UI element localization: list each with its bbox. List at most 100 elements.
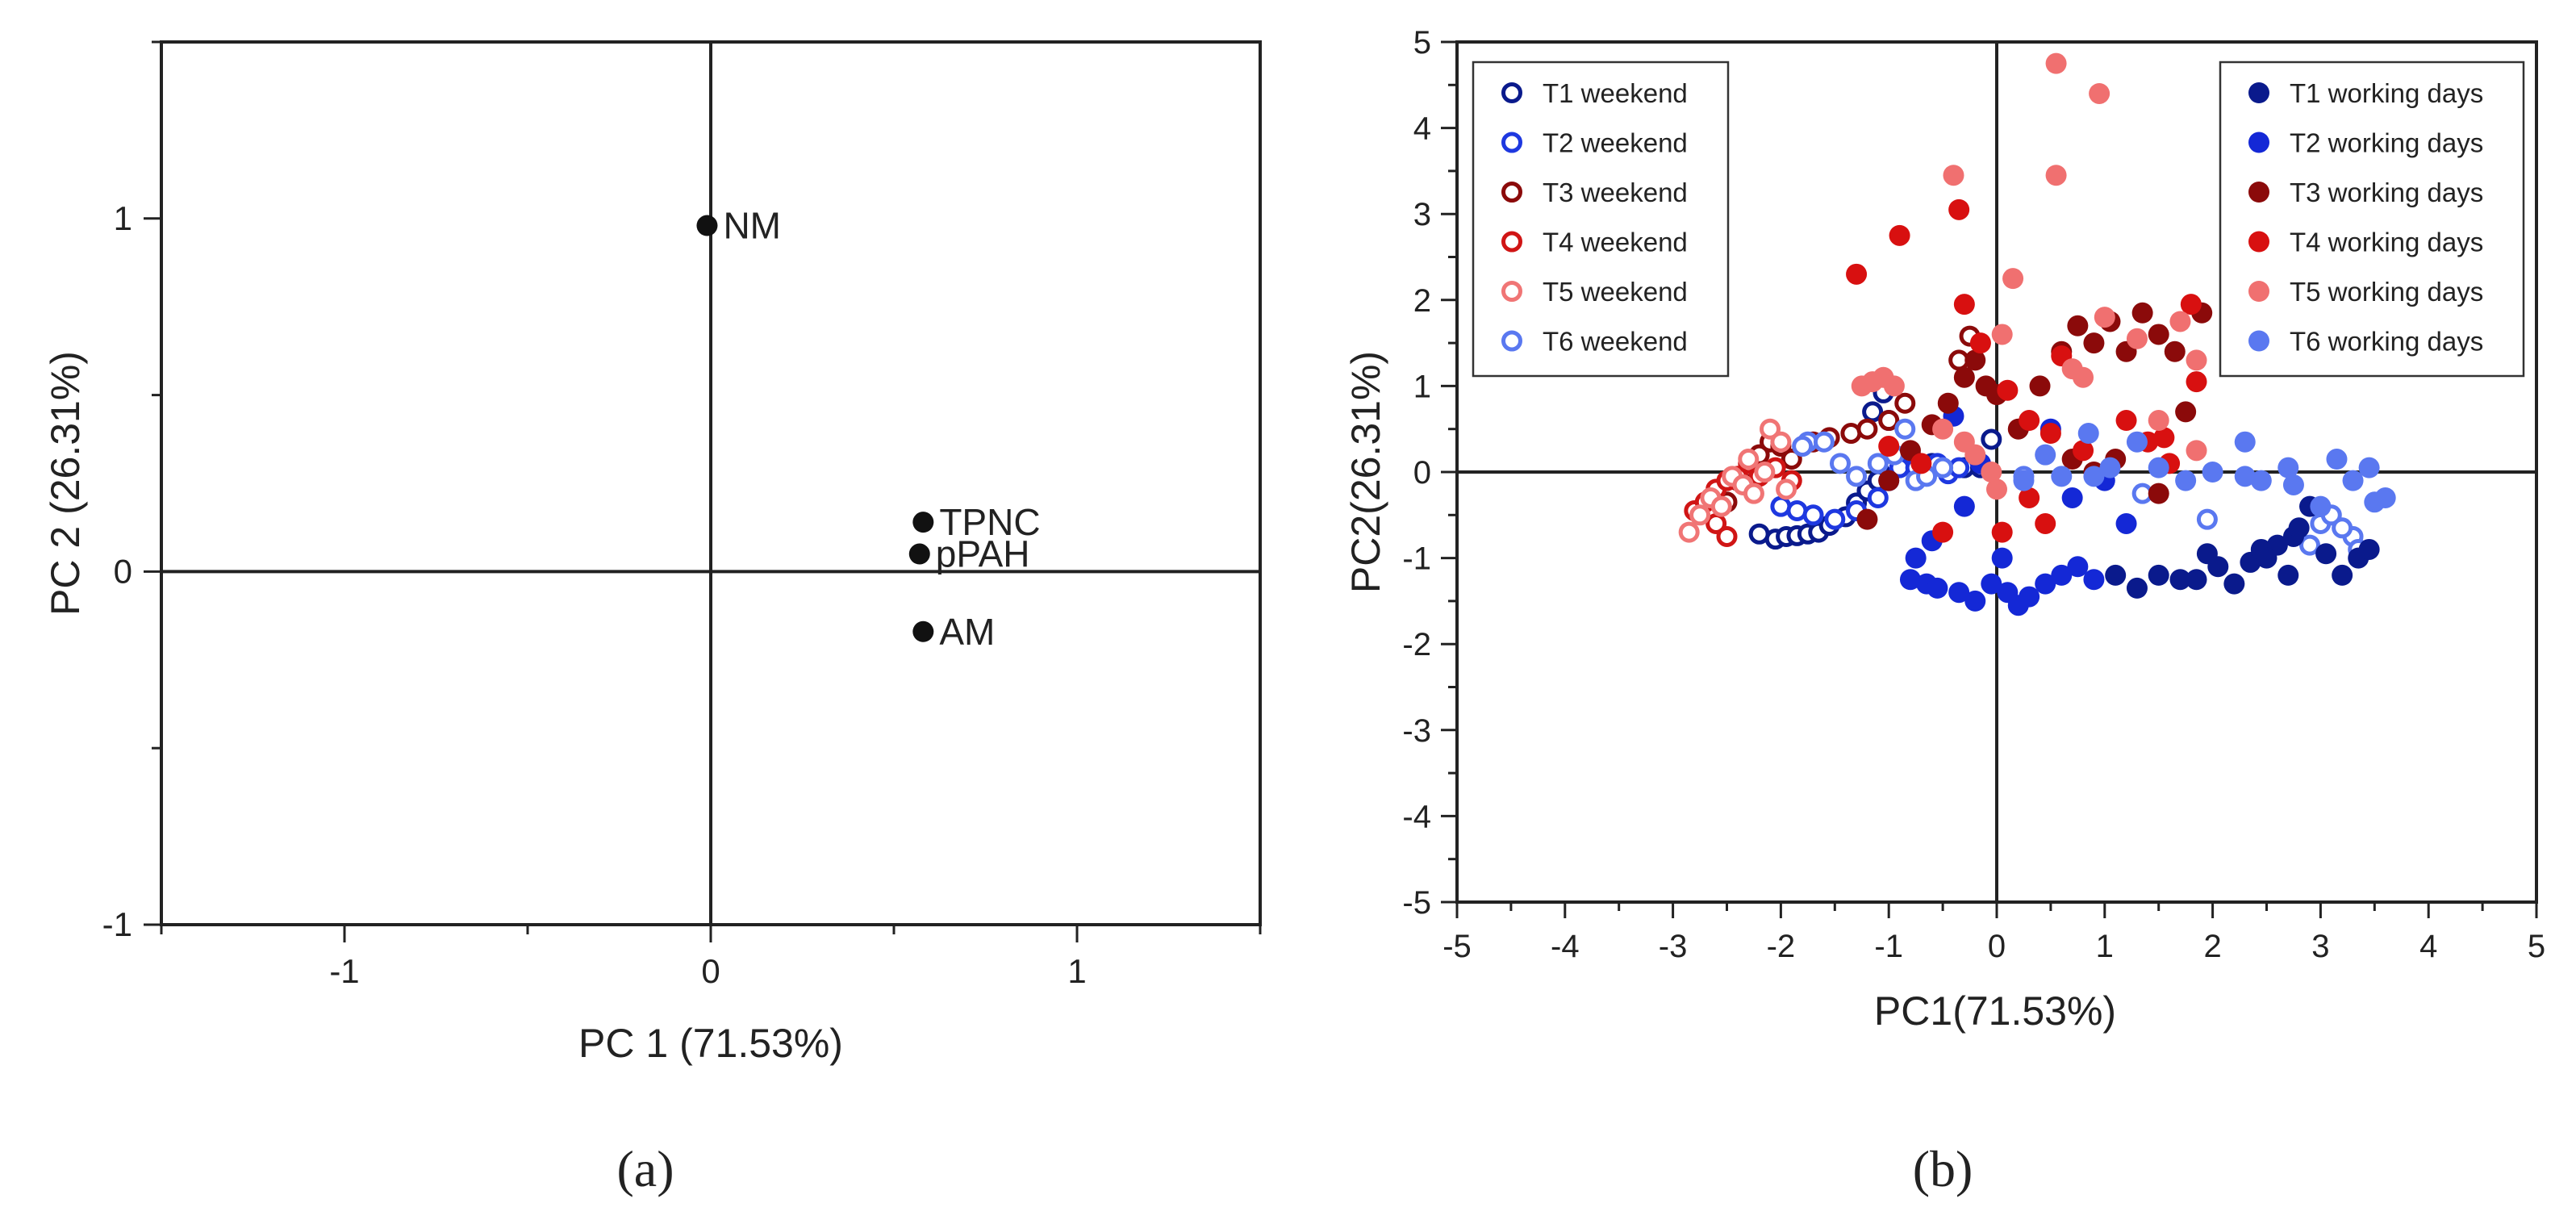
panel-b-point [2013,470,2035,491]
panel-b-point [1770,431,1792,453]
panel-b-point [1981,428,2002,450]
panel-a-point-marker [912,620,934,642]
panel-b-point [2358,457,2380,478]
panel-b-series-t1-working-days [2105,495,2380,599]
panel-b-y-tick-label: -5 [1402,885,1431,921]
panel-a-x-tick-label: 0 [701,952,720,990]
panel-b-x-tick-label: 3 [2311,929,2329,964]
legend-marker [1501,132,1522,153]
legend-marker [2248,82,2269,103]
panel-b-point [1883,375,1905,397]
panel-b-point [1943,165,1964,186]
panel-b-point [2310,495,2332,517]
panel-a-x-axis-label: PC 1 (71.53%) [578,1021,843,1066]
panel-b-y-tick-label: 5 [1413,25,1431,61]
panel-b-point [1824,508,1846,530]
panel-b-series-t2-working-days [1899,405,2137,616]
panel-b-points [1678,52,2396,616]
legend-marker [2248,231,2269,253]
panel-b-point [2089,82,2110,104]
panel-b-point [2148,483,2169,504]
legend-label: T1 weekend [1543,78,1688,108]
panel-b-point [1899,569,1921,591]
legend-marker [1501,281,1522,302]
legend-label: T5 working days [2290,277,2483,307]
panel-b-point [2051,564,2073,586]
panel-b-x-tick-label: -3 [1659,929,1688,964]
panel-b-point [2256,547,2277,569]
panel-a-x-tick-label: 1 [1067,952,1086,990]
panel-b-y-axis-label: PC2(26.31%) [1343,351,1388,593]
panel-b-point [2148,457,2169,478]
panel-b-y-tick-label: 4 [1413,111,1431,147]
legend-label: T6 weekend [1543,327,1688,357]
panel-b-x-tick-label: -4 [1551,929,1580,964]
panel-b-point [2207,556,2229,578]
panel-b-point [2061,487,2083,508]
panel-b-point [2315,543,2337,565]
legend-label: T3 weekend [1543,178,1688,207]
panel-b-point [2099,457,2121,478]
panel-b-x-tick-label: -1 [1874,929,1903,964]
panel-a-axes: -1 0 1 -1 0 1 [102,40,1262,990]
panel-b-label: (b) [1913,1140,1973,1197]
panel-a-y-tick-label: 0 [114,552,132,590]
panel-b-series-t6-working-days [2013,423,2396,517]
panel-b-y-tick-label: -1 [1402,541,1431,577]
panel-b-legend-working-days-entry: T5 working days [2248,277,2483,307]
panel-b-legend-weekend-entry: T6 weekend [1501,327,1688,357]
panel-b-point [2051,466,2073,487]
panel-b-point [2186,349,2207,371]
panel-b-point [2045,165,2067,186]
panel-b-series-t4-working-days [1846,198,2207,543]
panel-b-x-tick-label: 4 [2419,929,2437,964]
panel-b-point [1851,375,1873,397]
panel-b-point [2126,577,2148,599]
panel-b-x-tick-label: 0 [1988,929,2006,964]
panel-b-legend-working-days-entry: T2 working days [2248,128,2483,158]
panel-b-x-axis-label: PC1(71.53%) [1874,988,2116,1034]
legend-label: T6 working days [2290,327,2483,357]
panel-b-x-tick-label: -2 [1767,929,1796,964]
panel-b-point [2234,466,2256,487]
legend-marker [2248,182,2269,203]
panel-b-point [2234,431,2256,453]
panel-b-y-tick-label: 3 [1413,197,1431,232]
panel-b-point [2131,302,2153,324]
panel-a-point-am: AM [912,611,995,653]
panel-b-point [1991,547,2013,569]
panel-b-point [2126,328,2148,349]
panel-b-x-tick-label: -5 [1442,929,1472,964]
legend-label: T3 working days [2290,178,2483,207]
panel-b-point [1927,577,1948,599]
panel-b-x-tick-label: 2 [2203,929,2221,964]
panel-a-point-ppah: pPAH [908,533,1030,575]
panel-b-point [2029,375,2051,397]
panel-b-legend-working-days-entry: T3 working days [2248,178,2483,207]
panel-b-point [1781,449,1802,470]
panel-b-y-tick-label: 0 [1413,455,1431,491]
panel-b-x-tick-label: 5 [2528,929,2545,964]
panel-b-point [1856,418,1878,440]
panel-a-y-axis-label: PC 2 (26.31%) [43,351,88,616]
legend-marker [1501,82,1522,103]
panel-b-point [1867,487,1889,508]
panel-b-point [2045,52,2067,74]
panel-a-point-label: NM [723,205,781,247]
panel-b-point [2040,423,2061,445]
panel-b-point [2083,332,2105,354]
panel-b-y-tick-label: -3 [1402,713,1431,749]
legend-marker [2248,132,2269,153]
panel-a-point-marker [912,512,934,533]
panel-a-x-tick-label: -1 [329,952,359,990]
panel-b-series-t3-working-days [1856,302,2213,530]
panel-b-point [2019,410,2040,432]
panel-a-point-label: pPAH [936,533,1030,575]
panel-b-point [1937,392,1959,414]
legend-label: T2 weekend [1543,128,1688,158]
legend-marker [2248,330,2269,352]
panel-b-point [1678,521,1700,543]
panel-b-point [2035,444,2056,466]
